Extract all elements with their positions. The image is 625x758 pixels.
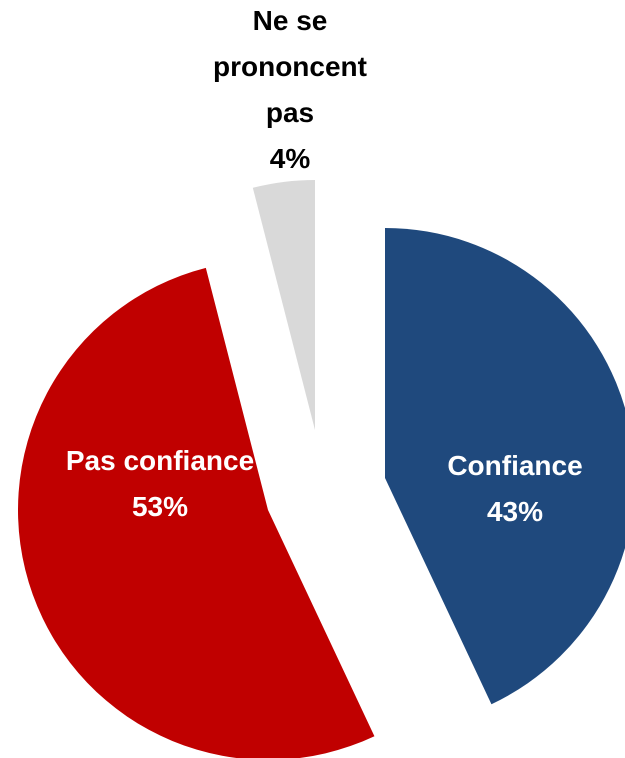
slice-label: Confiance 43% [410,443,620,535]
slice-label: Ne se prononcent pas 4% [200,0,380,182]
category-label: Confiance [447,450,583,481]
value-label: 43% [486,496,544,527]
category-label: Ne se prononcent pas [213,5,367,128]
value-label: 53% [131,491,189,522]
pie-slice [385,228,625,705]
value-label: 4% [269,143,311,174]
pie-slice [252,180,315,430]
category-label: Pas confiance [65,445,255,476]
slice-label: Pas confiance 53% [65,438,255,530]
pie-slice [18,267,375,758]
